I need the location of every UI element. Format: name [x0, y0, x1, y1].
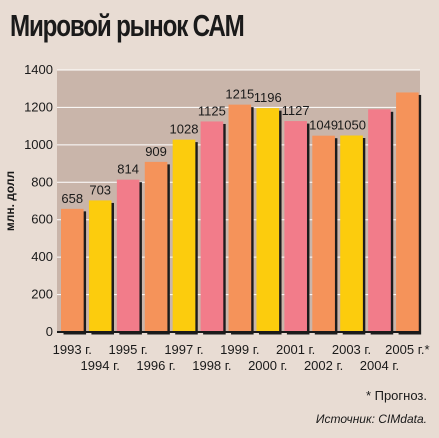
bar — [368, 109, 391, 332]
bar — [312, 135, 335, 332]
data-label: 1050 — [337, 118, 366, 133]
y-tick-labels: 0 200 400 600 800 1000 1200 1400 — [24, 62, 53, 339]
data-label: 814 — [117, 162, 139, 177]
bars — [61, 92, 419, 332]
data-label: 1028 — [170, 122, 199, 137]
y-tick-label: 0 — [46, 324, 53, 339]
y-tick-label: 400 — [31, 249, 53, 264]
data-label: 703 — [89, 182, 111, 197]
bar — [284, 121, 307, 332]
bar — [172, 139, 196, 332]
x-tick-label: 2003 г. — [332, 342, 371, 357]
x-tick-label: 1996 г. — [136, 358, 175, 373]
x-tick-label: 2002 г. — [304, 358, 343, 373]
y-axis-label: млн. долл — [3, 171, 17, 231]
bar — [88, 200, 112, 332]
data-label: 1125 — [198, 103, 226, 118]
source-note: Источник: CIMdata. — [315, 412, 427, 426]
data-label: 1196 — [254, 90, 282, 105]
x-tick-label: 2001 г. — [276, 342, 315, 357]
x-tick-label: 2000 г. — [248, 358, 287, 373]
data-label: 658 — [61, 191, 83, 206]
y-tick-label: 1400 — [24, 62, 53, 77]
forecast-footnote: * Прогноз. — [365, 388, 427, 403]
bar — [256, 108, 280, 332]
bar — [228, 104, 252, 332]
bar — [61, 208, 84, 332]
x-tick-label: 2005 г.* — [385, 342, 429, 357]
x-tick-label: 1994 г. — [81, 358, 120, 373]
y-tick-label: 1200 — [24, 99, 53, 114]
x-tick-label: 1997 г. — [164, 342, 203, 357]
x-tick-label: 1999 г. — [220, 342, 259, 357]
x-tick-label: 2004 г. — [360, 358, 399, 373]
y-tick-label: 600 — [31, 212, 53, 227]
bar — [116, 179, 140, 332]
bar — [396, 92, 419, 332]
x-tick-label: 1995 г. — [108, 342, 147, 357]
y-tick-label: 1000 — [24, 137, 53, 152]
bar — [200, 121, 224, 332]
y-tick-label: 200 — [31, 287, 53, 302]
chart-title: Мировой рынок САМ — [10, 8, 245, 43]
bar — [340, 135, 363, 332]
bar — [144, 161, 168, 332]
data-label: 1215 — [225, 87, 254, 102]
data-label: 1049 — [309, 118, 338, 133]
y-tick-label: 800 — [31, 174, 53, 189]
data-label: 909 — [145, 144, 167, 159]
x-tick-label: 1993 г. — [53, 342, 92, 357]
x-tick-labels: 1993 г.1994 г.1995 г.1996 г.1997 г.1998 … — [53, 342, 430, 373]
data-label: 1127 — [282, 103, 310, 118]
x-tick-label: 1998 г. — [192, 358, 231, 373]
